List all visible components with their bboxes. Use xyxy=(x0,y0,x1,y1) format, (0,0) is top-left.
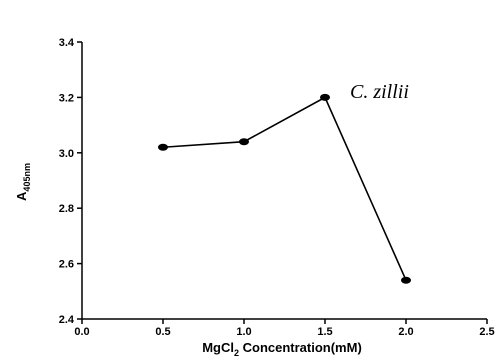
y-tick-label: 3.2 xyxy=(59,92,74,104)
x-ticks: 0.0 0.5 1.0 1.5 2.0 2.5 xyxy=(74,319,495,338)
y-tick-label: 2.6 xyxy=(59,259,74,271)
x-axis-title: MgCl2 Concentration(mM) xyxy=(202,340,362,358)
x-axis-title-suffix: Concentration(mM) xyxy=(239,340,362,355)
x-tick-label: 1.5 xyxy=(317,326,332,338)
series-layer xyxy=(158,93,411,284)
y-tick-label: 2.4 xyxy=(59,314,75,326)
species-annotation: C. zillii xyxy=(350,81,409,103)
x-tick-label: 1.0 xyxy=(236,326,251,338)
x-axis-title-subscript: 2 xyxy=(234,348,239,358)
y-tick-label: 3.0 xyxy=(59,148,74,160)
y-axis-title-subscript: 405nm xyxy=(22,163,32,192)
y-ticks: 2.4 2.6 2.8 3.0 3.2 3.4 xyxy=(59,37,82,326)
x-tick-label: 2.0 xyxy=(398,326,413,338)
x-tick-label: 2.5 xyxy=(479,326,494,338)
x-axis-title-prefix: MgCl xyxy=(202,340,234,355)
y-tick-label: 2.8 xyxy=(59,203,74,215)
data-point xyxy=(320,93,330,101)
y-axis-title: A405nm xyxy=(14,163,32,201)
data-point xyxy=(401,276,411,284)
data-point xyxy=(239,138,249,146)
x-tick-label: 0.5 xyxy=(155,326,170,338)
y-tick-label: 3.4 xyxy=(59,37,75,49)
series-line xyxy=(162,96,407,281)
data-point xyxy=(158,143,168,151)
y-axis-title-prefix: A xyxy=(14,191,29,201)
axes xyxy=(81,42,487,320)
x-tick-label: 0.0 xyxy=(74,326,89,338)
